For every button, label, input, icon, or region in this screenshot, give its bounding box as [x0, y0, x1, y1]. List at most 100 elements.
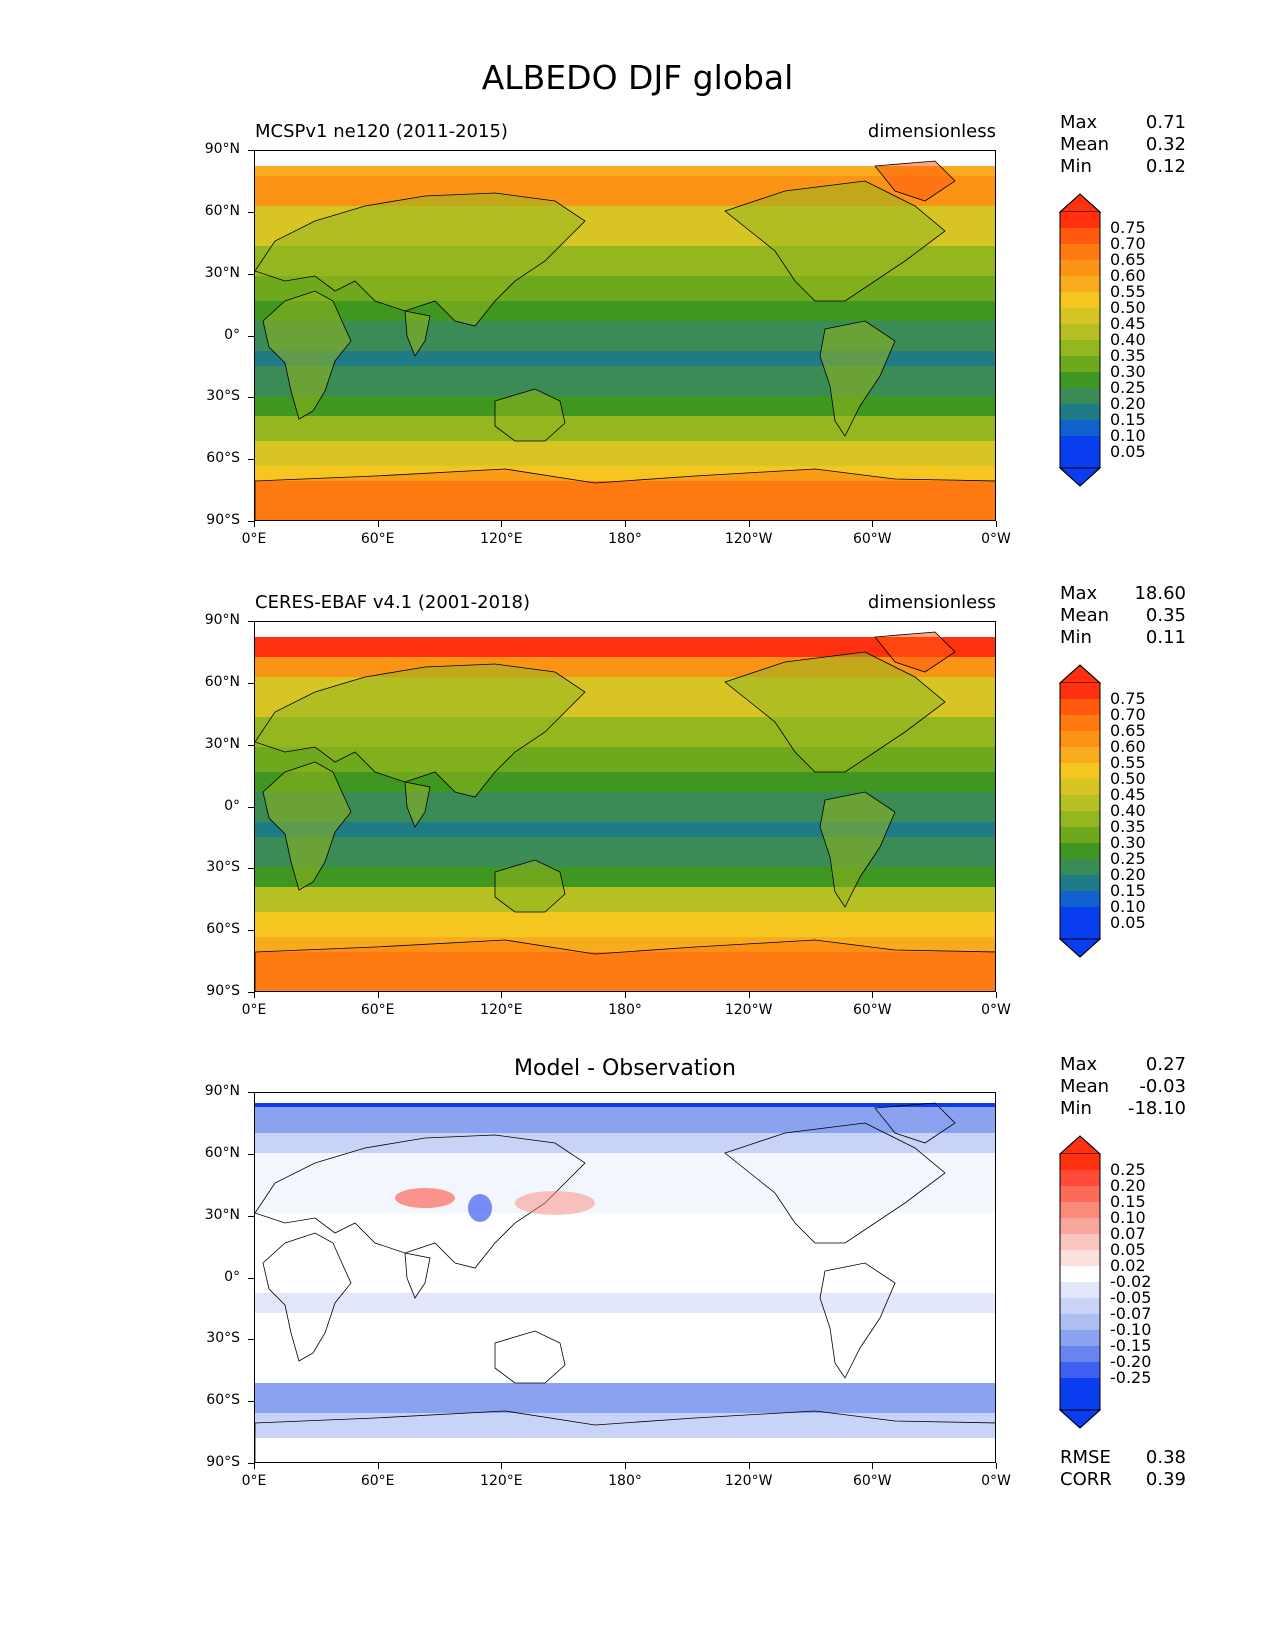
coastline-3	[494, 859, 566, 913]
lon-tick-label: 0°E	[241, 1473, 267, 1489]
colorbar-tick-label: 0.30	[1110, 362, 1146, 381]
error-stats-block: RMSE 0.38 CORR 0.39	[1060, 1447, 1186, 1491]
colorbar-tick-label: 0.40	[1110, 330, 1146, 349]
colorbar-tick-label: 0.05	[1110, 1240, 1146, 1259]
lon-tick-label: 60°W	[852, 1002, 892, 1018]
map-obs	[254, 621, 996, 992]
stat-value: 18.60	[1134, 583, 1186, 604]
coastline-4	[724, 651, 946, 773]
lat-band-1	[255, 1103, 995, 1107]
lat-tick-mark	[248, 150, 254, 151]
lat-band-0	[255, 1093, 995, 1103]
colorbar-extend-top	[1058, 664, 1102, 684]
lat-tick-mark	[248, 211, 254, 213]
colorbar-swatch	[1060, 827, 1100, 844]
stat-label: CORR	[1060, 1469, 1112, 1490]
stats-block: Max 0.71 Mean 0.32 Min 0.12	[1060, 112, 1186, 178]
coastline-6	[874, 631, 956, 673]
colorbar-swatch	[1060, 452, 1100, 469]
coastline-5	[819, 791, 896, 908]
colorbar-tick-label: 0.65	[1110, 721, 1146, 740]
panel-title-left: MCSPv1 ne120 (2011-2015)	[255, 121, 508, 142]
lat-tick-mark	[248, 397, 254, 399]
lat-tick-label: 90°S	[206, 512, 240, 528]
lat-band-1	[255, 166, 995, 176]
colorbar-swatch	[1060, 1362, 1100, 1379]
lat-band-12	[255, 441, 995, 466]
lat-band-5	[255, 1213, 995, 1293]
lat-tick-mark	[248, 1463, 254, 1464]
lon-tick-mark	[625, 992, 626, 998]
stat-row: Max 0.27	[1060, 1054, 1186, 1076]
lat-band-12	[255, 912, 995, 937]
lat-band-8	[255, 822, 995, 837]
lon-tick-label: 120°W	[724, 1473, 773, 1489]
colorbar-tick-label: 0.35	[1110, 817, 1146, 836]
colorbar-swatch	[1060, 811, 1100, 828]
colorbar-swatch	[1060, 779, 1100, 796]
lon-tick-mark	[625, 521, 626, 527]
stat-value: 0.12	[1145, 156, 1186, 177]
stat-label: Max	[1060, 112, 1098, 133]
lat-tick-mark	[248, 744, 254, 746]
colorbar-swatch	[1060, 260, 1100, 277]
colorbar-tick-label: 0.07	[1110, 1224, 1146, 1243]
lat-band-11	[255, 416, 995, 441]
lat-band-0	[255, 622, 995, 637]
lon-tick-label: 120°E	[480, 531, 523, 547]
colorbar-tick-label: 0.15	[1110, 410, 1146, 429]
lon-tick-mark	[501, 992, 503, 998]
colorbar-swatch	[1060, 715, 1100, 732]
colorbar-tick-label: 0.55	[1110, 282, 1146, 301]
lat-tick-mark	[248, 521, 254, 522]
colorbar	[1058, 192, 1102, 488]
colorbar-tick-label: 0.05	[1110, 442, 1146, 461]
colorbar-tick-label: 0.20	[1110, 394, 1146, 413]
colorbar-swatch	[1060, 1234, 1100, 1251]
stat-row: Max 18.60	[1060, 583, 1186, 605]
stat-label: Mean	[1060, 134, 1110, 155]
stat-row: Mean -0.03	[1060, 1076, 1186, 1098]
lon-tick-label: 0°W	[981, 1473, 1011, 1489]
stat-value: 0.11	[1145, 627, 1186, 648]
stat-label: Min	[1060, 627, 1092, 648]
colorbar-swatch	[1060, 907, 1100, 924]
lon-tick-label: 180°	[608, 1473, 642, 1489]
colorbar-swatch	[1060, 843, 1100, 860]
coastline-3	[494, 388, 566, 442]
lon-tick-mark	[254, 992, 255, 998]
colorbar-tick-label: 0.25	[1110, 849, 1146, 868]
lon-tick-label: 180°	[608, 531, 642, 547]
lat-tick-label: 90°S	[206, 1454, 240, 1470]
colorbar-swatch	[1060, 276, 1100, 293]
colorbar-tick-label: 0.50	[1110, 769, 1146, 788]
stat-row: Min 0.12	[1060, 156, 1186, 178]
lat-band-9	[255, 366, 995, 396]
stat-row: Max 0.71	[1060, 112, 1186, 134]
colorbar-swatch	[1060, 891, 1100, 908]
figure-title: ALBEDO DJF global	[481, 58, 794, 97]
lat-tick-label: 60°N	[204, 673, 240, 690]
stat-value: -18.10	[1127, 1098, 1186, 1119]
colorbar-tick-label: 0.45	[1110, 314, 1146, 333]
colorbar-outline	[1059, 664, 1101, 958]
colorbar-swatch	[1060, 324, 1100, 341]
lat-tick-mark	[248, 930, 254, 932]
colorbar-tick-label: -0.05	[1110, 1288, 1152, 1307]
lat-tick-label: 30°N	[204, 735, 240, 752]
colorbar-swatch	[1060, 1330, 1100, 1347]
colorbar-swatch	[1060, 763, 1100, 780]
panel-units: dimensionless	[867, 121, 996, 142]
anomaly-positive	[395, 1188, 455, 1208]
lat-band-6	[255, 1293, 995, 1313]
colorbar-swatch	[1060, 356, 1100, 373]
lon-tick-mark	[254, 1463, 255, 1469]
colorbar-swatch	[1060, 1250, 1100, 1267]
stat-value: 0.71	[1145, 112, 1186, 133]
colorbar-swatch	[1060, 244, 1100, 261]
anomaly-negative	[468, 1194, 492, 1222]
colorbar-tick-label: 0.15	[1110, 1192, 1146, 1211]
lon-tick-mark	[872, 1463, 874, 1469]
lat-tick-mark	[248, 1215, 254, 1217]
coastline-7	[255, 468, 995, 520]
